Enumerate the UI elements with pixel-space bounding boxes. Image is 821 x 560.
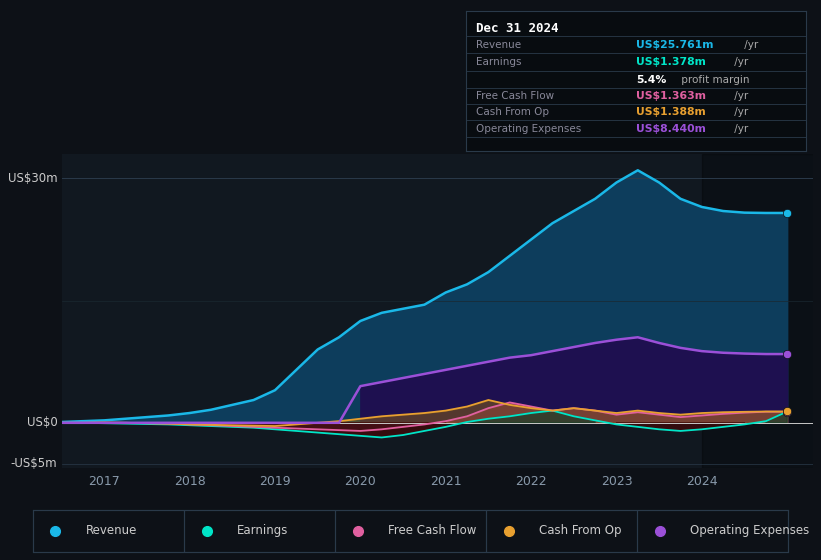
Text: Revenue: Revenue [85, 524, 137, 537]
Text: /yr: /yr [731, 91, 748, 101]
Text: US$1.363m: US$1.363m [635, 91, 706, 101]
Text: Operating Expenses: Operating Expenses [690, 524, 810, 537]
Text: Dec 31 2024: Dec 31 2024 [475, 22, 558, 35]
Text: US$0: US$0 [27, 416, 57, 430]
Text: US$1.378m: US$1.378m [635, 57, 706, 67]
Text: 5.4%: 5.4% [635, 75, 666, 85]
Bar [486, 510, 637, 552]
Bar [184, 510, 335, 552]
Text: /yr: /yr [731, 57, 748, 67]
Text: -US$5m: -US$5m [11, 457, 57, 470]
Text: /yr: /yr [731, 124, 748, 134]
Text: /yr: /yr [741, 40, 759, 50]
Text: US$1.388m: US$1.388m [635, 107, 705, 117]
Text: Revenue: Revenue [475, 40, 521, 50]
Bar [335, 510, 486, 552]
Text: Operating Expenses: Operating Expenses [475, 124, 581, 134]
Bar [33, 510, 184, 552]
Text: profit margin: profit margin [678, 75, 750, 85]
Text: Cash From Op: Cash From Op [475, 107, 548, 117]
Text: Cash From Op: Cash From Op [539, 524, 621, 537]
Text: US$8.440m: US$8.440m [635, 124, 706, 134]
Text: US$25.761m: US$25.761m [635, 40, 713, 50]
Text: Free Cash Flow: Free Cash Flow [388, 524, 476, 537]
Bar [702, 154, 821, 468]
Text: Free Cash Flow: Free Cash Flow [475, 91, 554, 101]
Text: Earnings: Earnings [236, 524, 288, 537]
Text: /yr: /yr [731, 107, 748, 117]
Text: US$30m: US$30m [8, 172, 57, 185]
Text: Earnings: Earnings [475, 57, 521, 67]
Bar [637, 510, 788, 552]
